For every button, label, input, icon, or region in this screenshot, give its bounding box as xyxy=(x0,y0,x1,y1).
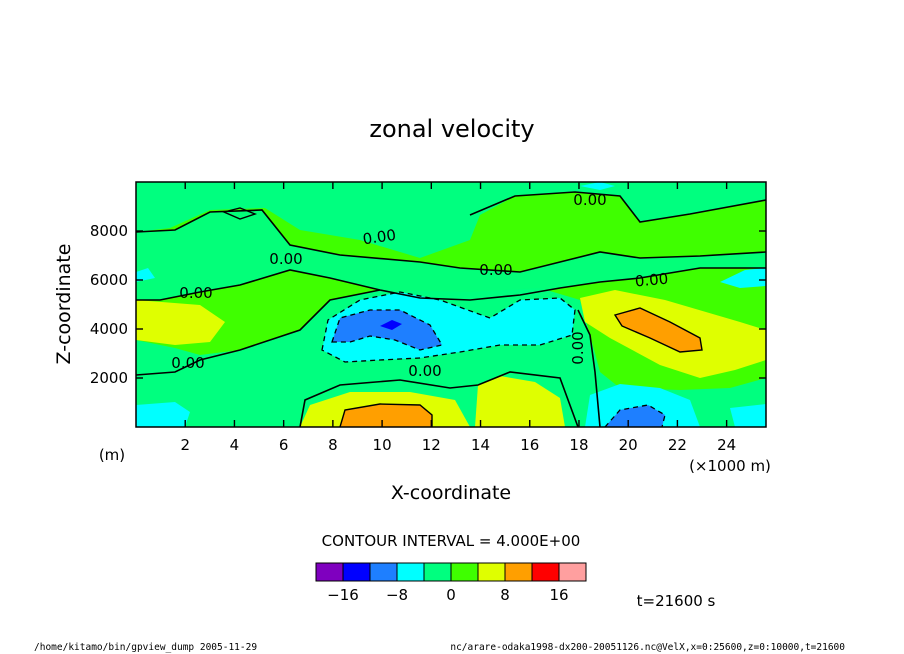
region-weak-negative-middle xyxy=(136,210,766,300)
x-tick-label: 4 xyxy=(230,436,240,454)
x-tick-label: 22 xyxy=(668,436,687,454)
footer-right: nc/arare-odaka1998-dx200-20051126.nc@Vel… xyxy=(450,642,845,653)
contour-line-top xyxy=(469,191,766,223)
y-tick-label: 2000 xyxy=(90,369,128,387)
y-tick-label: 6000 xyxy=(90,271,128,289)
y-tick-label: 8000 xyxy=(90,222,128,240)
contour-positive-right xyxy=(613,307,703,353)
contour-labels: 0.00 0.00 0.00 0.00 0.00 0.00 0.00 0.00 … xyxy=(171,191,669,380)
x-tick-label: 6 xyxy=(279,436,289,454)
region-negative-center-peak xyxy=(380,320,402,330)
chart-title: zonal velocity xyxy=(369,115,534,143)
colorbar-tick-label: 8 xyxy=(500,586,510,604)
contour-small-loop xyxy=(221,207,258,220)
colorbar-tick-label: 16 xyxy=(549,586,568,604)
contour-dashed-negative xyxy=(321,291,576,363)
region-negative-top xyxy=(580,182,615,190)
contour-label: 0.00 xyxy=(171,354,204,372)
contour-label: 0.00 xyxy=(569,331,587,364)
footer-left: /home/kitamo/bin/gpview_dump 2005-11-29 xyxy=(34,642,257,653)
colorbar-swatch xyxy=(369,562,398,582)
colorbar-swatch xyxy=(315,562,344,582)
contour-label: 0.00 xyxy=(479,261,512,279)
contour-label: 0.00 xyxy=(634,270,669,291)
region-negative-bottom-left xyxy=(136,402,190,427)
plot-frame xyxy=(135,181,767,428)
contour-positive-bottom xyxy=(339,403,433,427)
colorbar-swatch xyxy=(531,562,560,582)
contour-label: 0.00 xyxy=(408,362,441,380)
colorbar-swatch xyxy=(558,562,587,582)
colorbar-swatch xyxy=(342,562,371,582)
region-weak-negative-upper xyxy=(136,182,766,258)
region-positive-bottom-core xyxy=(340,404,432,427)
x-tick-label: 8 xyxy=(328,436,338,454)
contour-label: 0.00 xyxy=(179,284,212,302)
x-axis: 2 4 6 8 10 12 14 16 18 20 22 24 xyxy=(180,182,736,454)
contour-line-bottom xyxy=(299,371,579,427)
contour-dashed-bottom-right xyxy=(604,404,666,427)
colorbar-tick-labels: −16 −8 0 8 16 xyxy=(327,586,568,604)
contour-label: 0.00 xyxy=(573,191,606,209)
y-unit-label: (m) xyxy=(99,446,125,464)
time-label: t=21600 s xyxy=(637,592,716,610)
x-tick-label: 20 xyxy=(619,436,638,454)
region-negative-left-edge xyxy=(136,268,155,282)
colorbar-swatch xyxy=(477,562,506,582)
colorbar-swatch xyxy=(450,562,479,582)
y-axis: 2000 4000 6000 8000 xyxy=(90,222,766,387)
colorbar-tick-label: −8 xyxy=(386,586,408,604)
x-unit-label: (×1000 m) xyxy=(689,457,771,475)
x-axis-label: X-coordinate xyxy=(391,482,511,504)
x-tick-label: 10 xyxy=(373,436,392,454)
region-negative-right-edge xyxy=(720,268,766,288)
y-axis-label: Z-coordinate xyxy=(53,244,75,365)
contour-line-lower-left xyxy=(136,289,381,376)
contour-label: 0.00 xyxy=(269,250,302,268)
region-positive-left xyxy=(136,300,225,345)
x-tick-label: 12 xyxy=(422,436,441,454)
region-positive-bottom-right xyxy=(475,376,565,427)
contour-label: 0.00 xyxy=(362,226,398,248)
contour-line-middle xyxy=(136,267,766,301)
colorbar xyxy=(315,562,587,582)
x-tick-label: 16 xyxy=(520,436,539,454)
contour-line-upper xyxy=(136,209,766,273)
region-negative-center-core xyxy=(332,310,442,350)
contour-interval-text: CONTOUR INTERVAL = 4.000E+00 xyxy=(322,532,581,550)
colorbar-swatch xyxy=(504,562,533,582)
y-tick-label: 4000 xyxy=(90,320,128,338)
x-tick-label: 24 xyxy=(717,436,736,454)
region-positive-right-core xyxy=(615,308,702,352)
x-tick-label: 18 xyxy=(569,436,588,454)
contour-dashed-negative-core xyxy=(331,309,444,351)
x-tick-label: 14 xyxy=(471,436,490,454)
contour-line-vertical xyxy=(577,309,601,427)
colorbar-tick-label: −16 xyxy=(327,586,359,604)
x-tick-label: 2 xyxy=(180,436,190,454)
colorbar-tick-label: 0 xyxy=(446,586,456,604)
region-negative-bottom-edge xyxy=(730,404,766,427)
region-negative-center xyxy=(322,292,575,362)
colorbar-swatch xyxy=(423,562,452,582)
colorbar-swatch xyxy=(396,562,425,582)
contour-plot-area: 0.00 0.00 0.00 0.00 0.00 0.00 0.00 0.00 … xyxy=(135,181,767,428)
